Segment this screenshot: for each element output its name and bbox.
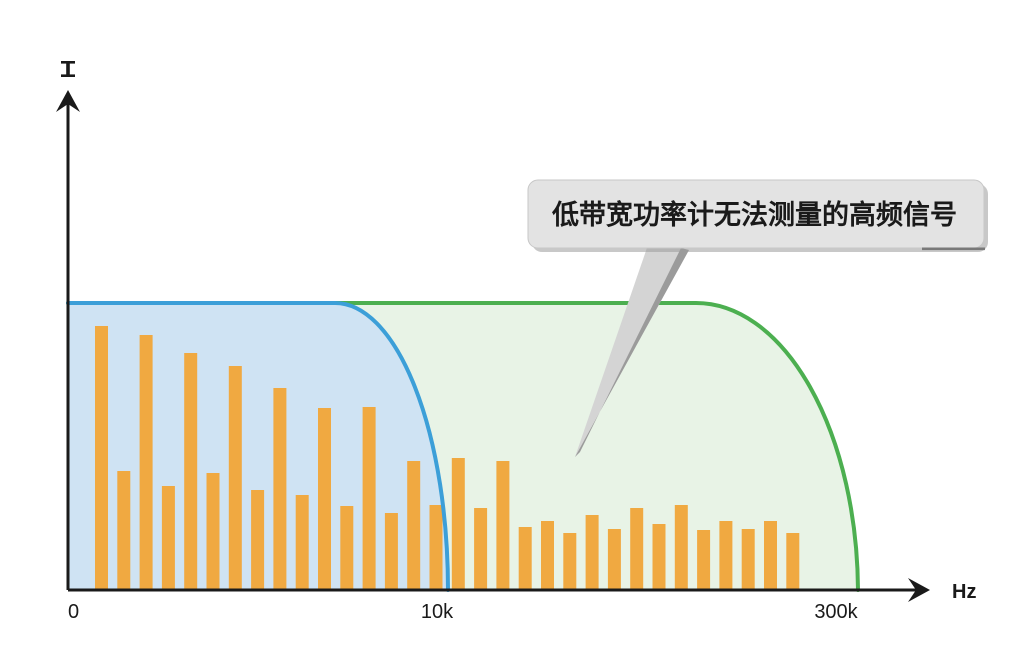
svg-text:Hz: Hz [952,581,976,603]
svg-text:300k: 300k [814,601,858,623]
svg-text:10k: 10k [421,601,454,623]
svg-text:低带宽功率计无法测量的高频信号: 低带宽功率计无法测量的高频信号 [551,199,957,230]
svg-text:0: 0 [68,601,79,623]
